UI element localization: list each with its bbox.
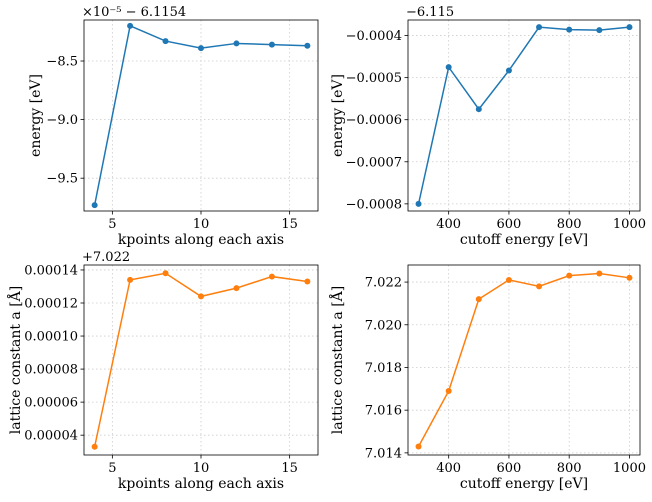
data-point [536, 24, 543, 31]
y-tick-label: 0.00010 [24, 330, 78, 345]
y-tick-label: 7.016 [365, 404, 402, 419]
data-point [536, 283, 543, 290]
data-point [198, 45, 204, 52]
data-point [233, 40, 240, 47]
y-tick-label: −0.0005 [346, 71, 402, 86]
axis-offset-label: −6.115 [406, 5, 454, 20]
data-point [127, 22, 134, 29]
data-point [626, 274, 633, 281]
x-tick-label: 800 [557, 461, 582, 476]
data-point [415, 200, 422, 207]
chart-panel-1: 5 10 15 −9.5 −9.0 −8.5 kpoints along each axis… [28, 5, 319, 248]
y-axis-label: energy [eV] [28, 74, 44, 157]
series-line [417, 272, 630, 447]
x-tick-label: 1000 [613, 217, 646, 232]
y-tick-label: 0.00006 [24, 396, 78, 411]
y-tick-label: 0.00004 [24, 429, 78, 444]
axis-offset-label: ×10⁻⁵ − 6.1154 [82, 5, 186, 20]
data-point [127, 276, 134, 283]
x-tick-label: 10 [193, 461, 210, 476]
data-point [596, 270, 603, 277]
data-point [566, 272, 573, 279]
data-point [445, 64, 452, 71]
y-tick-label: −0.0004 [346, 29, 402, 44]
x-tick-label: 15 [281, 217, 298, 232]
axes-frame [407, 19, 641, 212]
data-point [445, 387, 452, 394]
data-point [415, 443, 422, 450]
x-tick-label: 5 [108, 217, 116, 232]
y-tick-label: −0.0006 [346, 113, 402, 128]
chart-panel-2: 400 600 800 1000 −0.0008 −0.0007 −0.0006 −0.000… [330, 5, 646, 248]
x-tick-label: 1000 [613, 461, 646, 476]
data-point [475, 106, 482, 113]
x-tick-label: 600 [497, 461, 522, 476]
x-tick-label: 5 [108, 461, 116, 476]
x-tick-label: 600 [497, 217, 522, 232]
data-point [268, 41, 275, 48]
x-tick-label: 800 [557, 217, 582, 232]
axes-frame [407, 264, 641, 456]
y-axis-label: lattice constant a [Å] [6, 286, 24, 435]
y-axis-label: energy [eV] [330, 74, 346, 157]
x-axis-label: kpoints along each axis [118, 476, 284, 492]
y-tick-label: 0.00008 [24, 363, 78, 378]
data-point [162, 270, 169, 277]
y-tick-label: 0.00012 [24, 297, 78, 312]
x-tick-label: 10 [193, 217, 210, 232]
data-point [505, 67, 512, 74]
x-tick-label: 15 [281, 461, 298, 476]
series-line [417, 26, 630, 205]
y-tick-label: 7.020 [365, 318, 402, 333]
y-tick-label: 7.022 [365, 276, 402, 291]
x-axis-label: cutoff energy [eV] [460, 232, 588, 248]
data-point [162, 38, 169, 45]
chart-panel-4: 400 600 800 1000 7.014 7.016 7.018 7.020 7.022 cu… [328, 264, 646, 492]
x-axis-label: cutoff energy [eV] [460, 476, 588, 492]
y-tick-label: −9.0 [46, 113, 78, 128]
data-point [596, 27, 603, 34]
x-tick-label: 400 [436, 217, 461, 232]
data-point [268, 273, 275, 280]
data-point [566, 26, 573, 33]
y-tick-label: −9.5 [46, 172, 78, 187]
x-tick-label: 400 [436, 461, 461, 476]
y-tick-label: 7.014 [365, 446, 402, 461]
y-tick-label: −0.0007 [346, 155, 402, 170]
data-point [198, 293, 204, 300]
y-tick-label: 7.018 [365, 361, 402, 376]
chart-panel-3: 5 10 15 0.00004 0.00006 0.00008 0.00010 0.00012… [6, 250, 319, 492]
data-point [475, 296, 482, 303]
data-point [626, 24, 633, 31]
y-tick-label: −8.5 [46, 55, 78, 70]
data-point [304, 42, 311, 49]
axis-offset-label: +7.022 [82, 250, 130, 265]
data-point [91, 202, 98, 209]
data-point [505, 276, 512, 283]
data-point [304, 278, 311, 285]
y-tick-label: −0.0008 [346, 197, 402, 212]
x-axis-label: kpoints along each axis [118, 232, 284, 248]
y-tick-label: 0.00014 [24, 263, 78, 278]
data-point [233, 285, 240, 292]
y-axis-label: lattice constant a [Å] [328, 286, 346, 435]
data-point [91, 443, 98, 450]
